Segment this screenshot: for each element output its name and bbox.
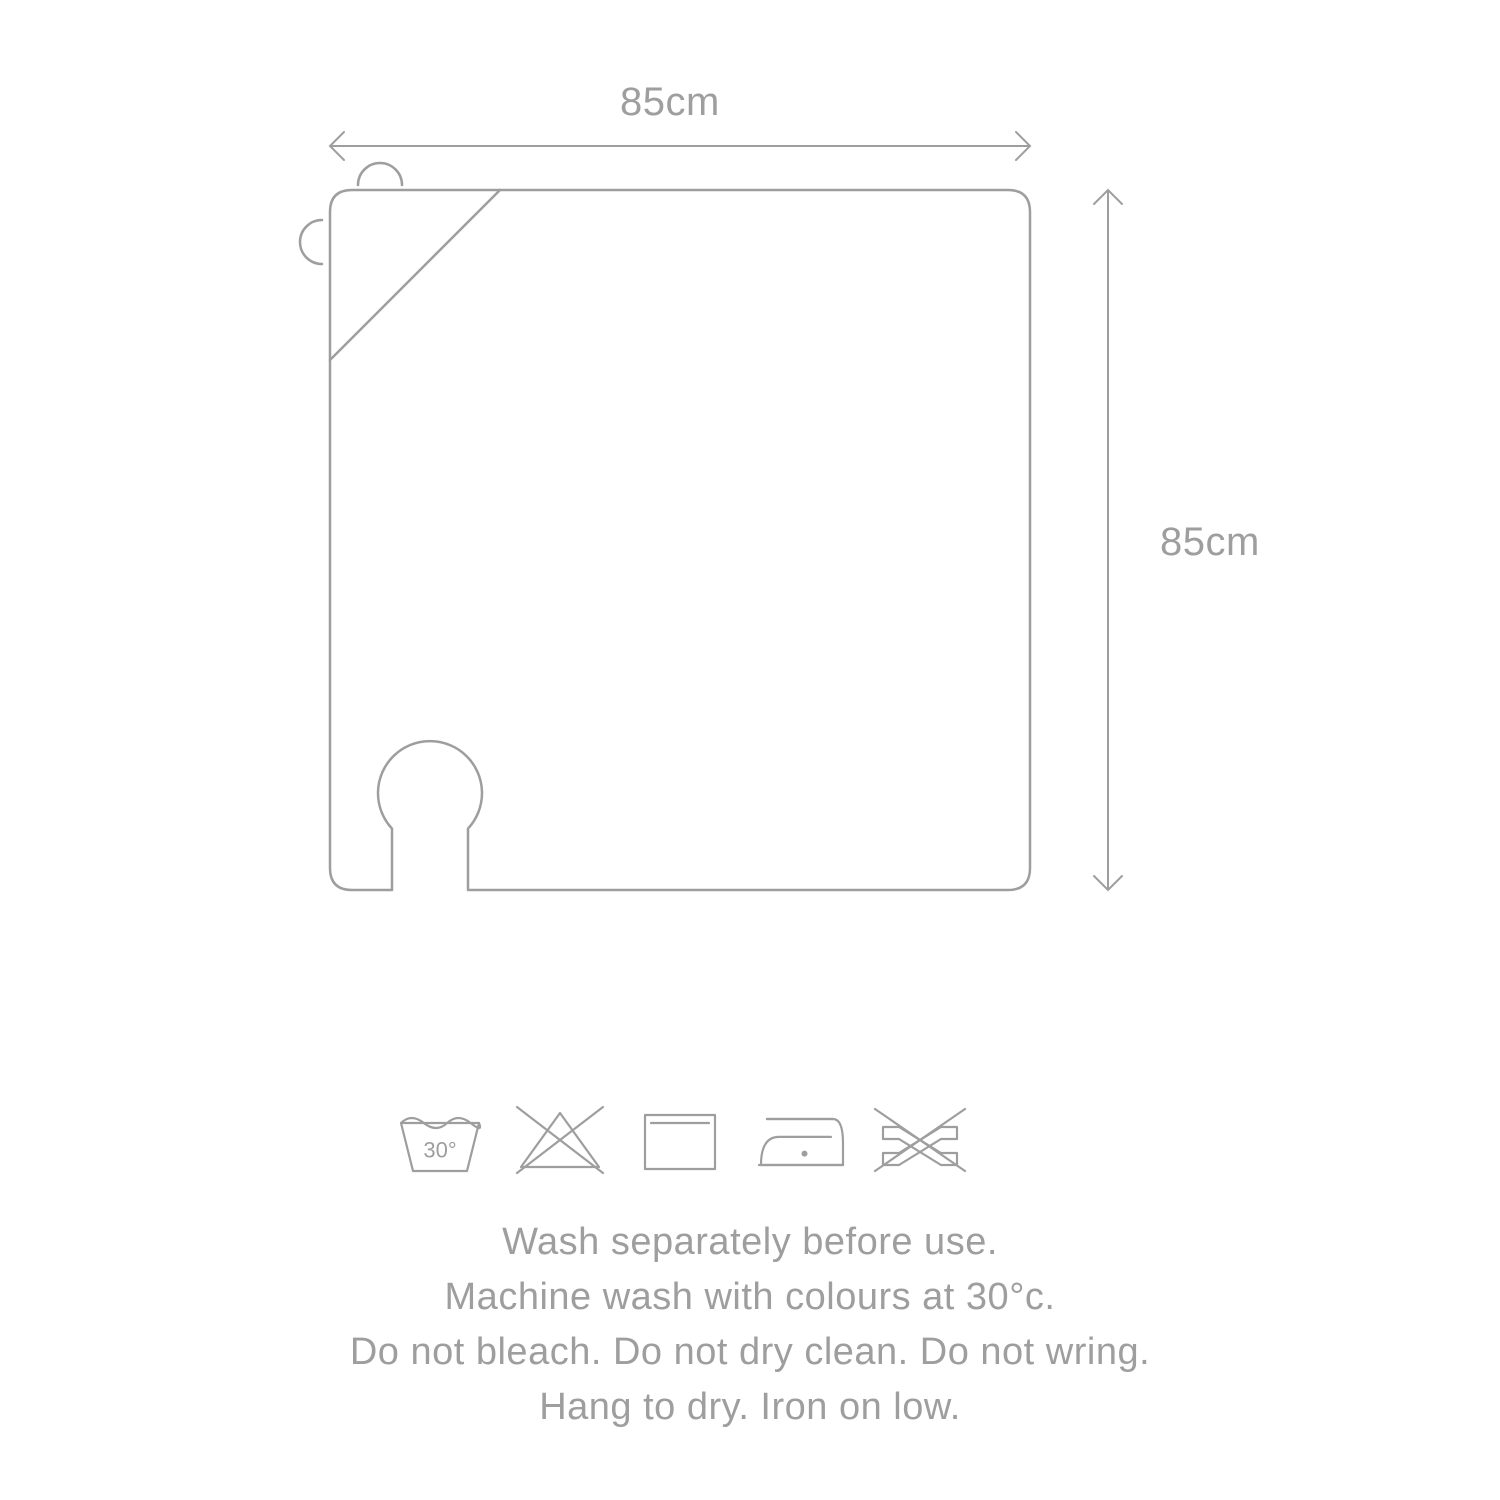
- instruction-line: Hang to dry. Iron on low.: [0, 1380, 1500, 1435]
- hood-fold-line: [330, 190, 500, 360]
- dimension-diagram: [0, 0, 1500, 1000]
- instruction-line: Do not bleach. Do not dry clean. Do not …: [0, 1325, 1500, 1380]
- care-symbols-row: 30°: [0, 1080, 1500, 1200]
- wash-30-icon: 30°: [401, 1118, 480, 1171]
- ear-icon: [300, 220, 322, 264]
- towel-outline: [330, 190, 1030, 890]
- no-wring-icon: [875, 1109, 965, 1171]
- height-dimension-label: 85cm: [1160, 520, 1260, 565]
- instruction-line: Machine wash with colours at 30°c.: [0, 1270, 1500, 1325]
- ear-icon: [358, 163, 402, 185]
- natural-dry-icon: [645, 1115, 715, 1169]
- iron-low-icon: [759, 1119, 843, 1165]
- care-instructions: Wash separately before use.Machine wash …: [0, 1215, 1500, 1435]
- width-dimension-label: 85cm: [620, 80, 720, 125]
- instruction-line: Wash separately before use.: [0, 1215, 1500, 1270]
- wash-temp-label: 30°: [423, 1137, 456, 1162]
- page-root: 85cm 85cm 30° Wash separately before use…: [0, 0, 1500, 1500]
- no-bleach-icon: [517, 1107, 603, 1173]
